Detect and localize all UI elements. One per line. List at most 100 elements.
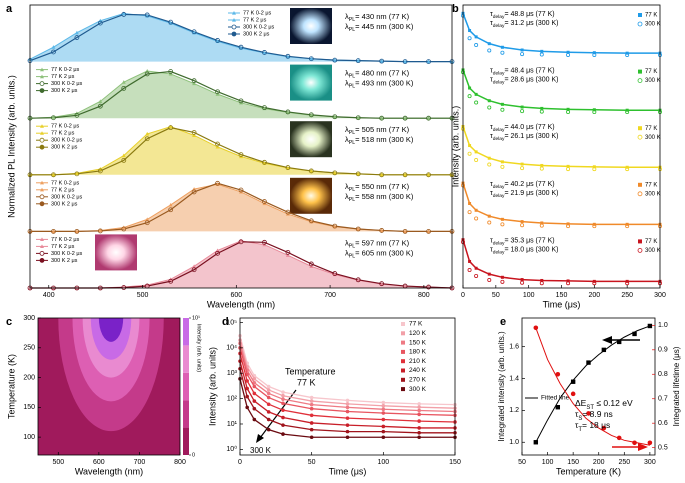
marker-300k xyxy=(592,52,597,57)
marker-300k xyxy=(144,136,150,142)
marker-77k xyxy=(285,54,290,59)
marker-77k xyxy=(332,224,337,229)
marker-300k xyxy=(308,168,314,174)
marker-77k xyxy=(332,58,337,62)
marker-77k xyxy=(74,171,79,175)
marker-300k xyxy=(402,59,408,64)
marker-300k xyxy=(426,59,431,64)
marker-77k xyxy=(474,35,478,39)
legend-label: Fitted line xyxy=(541,395,570,402)
marker-300k xyxy=(238,44,244,50)
marker xyxy=(309,395,314,400)
marker-77k xyxy=(121,80,126,84)
marker xyxy=(632,331,637,337)
lifetime-label-part: delay xyxy=(493,184,505,190)
marker-300k xyxy=(238,187,244,193)
lifetime-label-part: τ xyxy=(490,190,493,197)
marker-77k xyxy=(262,50,267,55)
marker-77k xyxy=(500,102,504,106)
marker-77k xyxy=(520,48,524,52)
peak-label-part: = 480 nm (77 K) xyxy=(355,69,409,78)
marker-77k xyxy=(592,108,596,112)
marker xyxy=(417,426,421,430)
marker-77k xyxy=(403,284,408,288)
marker xyxy=(417,419,421,423)
marker-300k xyxy=(566,281,571,286)
marker-77k xyxy=(98,99,103,103)
marker xyxy=(555,371,561,377)
marker xyxy=(616,339,622,345)
x-tick-label: 700 xyxy=(324,292,336,299)
legend-label: 77 K 2 μs xyxy=(51,244,75,250)
marker xyxy=(570,379,576,384)
marker xyxy=(281,408,285,412)
marker-300k xyxy=(625,52,630,57)
marker xyxy=(245,386,249,391)
marker-300k xyxy=(355,171,361,177)
marker-300k xyxy=(168,278,174,284)
marker-300k xyxy=(625,110,630,115)
marker-300k xyxy=(426,115,431,121)
x-tick-label: 50 xyxy=(518,459,526,466)
legend-marker xyxy=(637,78,643,83)
legend-marker xyxy=(401,359,405,364)
marker xyxy=(252,417,257,422)
peak-label-part: = 505 nm (77 K) xyxy=(355,125,409,134)
colorbar-segment xyxy=(183,372,189,401)
marker-77k xyxy=(145,131,150,136)
marker-300k xyxy=(332,223,338,229)
marker-77k xyxy=(356,115,361,120)
lifetime-label-part: τ xyxy=(490,67,493,74)
marker xyxy=(266,391,271,396)
marker-300k xyxy=(474,158,479,163)
marker-77k xyxy=(500,45,504,49)
marker-300k xyxy=(121,157,127,163)
marker-77k xyxy=(379,282,384,286)
y-axis-label: Intensity (arb. units.) xyxy=(450,106,460,188)
peak-label-part: = 605 nm (300 K) xyxy=(355,248,414,257)
legend-label: 77 K 0-2 μs xyxy=(51,237,79,243)
lifetime-label-part: delay xyxy=(493,136,505,142)
legend-label: 77 K 0-2 μs xyxy=(51,124,79,130)
peak-label-part: λ xyxy=(345,248,349,257)
lifetime-label-part: = 44.0 μs (77 K) xyxy=(504,124,554,131)
legend-marker xyxy=(39,137,45,143)
marker-300k xyxy=(238,98,244,104)
marker-77k xyxy=(468,259,472,263)
x-tick-label: 100 xyxy=(377,459,389,466)
marker-77k xyxy=(121,153,126,158)
legend-label: 300 K xyxy=(645,248,661,254)
legend-marker xyxy=(39,88,45,93)
marker-300k xyxy=(592,110,597,115)
marker-300k xyxy=(355,226,361,232)
marker xyxy=(647,440,653,446)
x-tick-label: 500 xyxy=(137,292,149,299)
marker-77k xyxy=(540,278,544,282)
y-tick-label: 10⁰ xyxy=(226,445,237,453)
y2-tick-label: 0.8 xyxy=(658,371,668,378)
marker-77k xyxy=(474,266,478,270)
x-tick-label: 150 xyxy=(567,459,579,466)
legend-marker xyxy=(39,257,45,263)
marker-300k xyxy=(379,115,385,121)
marker-300k xyxy=(215,180,220,186)
legend-label: 300 K 0-2 μs xyxy=(51,194,83,200)
marker-77k xyxy=(285,253,290,257)
marker-300k xyxy=(332,170,338,176)
marker xyxy=(345,405,350,410)
marker-300k xyxy=(285,109,291,115)
y-tick-label: 1.0 xyxy=(509,439,519,446)
x-axis-label: Temperature (K) xyxy=(556,466,621,476)
legend-label: 300 K xyxy=(645,191,661,197)
marker-300k xyxy=(308,56,314,62)
marker-300k xyxy=(487,278,492,283)
legend-marker xyxy=(40,67,44,72)
decay-line xyxy=(239,378,455,438)
marker-300k xyxy=(474,216,479,221)
marker-300k xyxy=(520,52,525,57)
marker-300k xyxy=(467,36,472,41)
decay-line xyxy=(239,360,455,429)
marker-77k xyxy=(192,81,197,86)
x-axis-label: Wavelength (nm) xyxy=(75,466,143,476)
marker-300k xyxy=(592,281,597,286)
